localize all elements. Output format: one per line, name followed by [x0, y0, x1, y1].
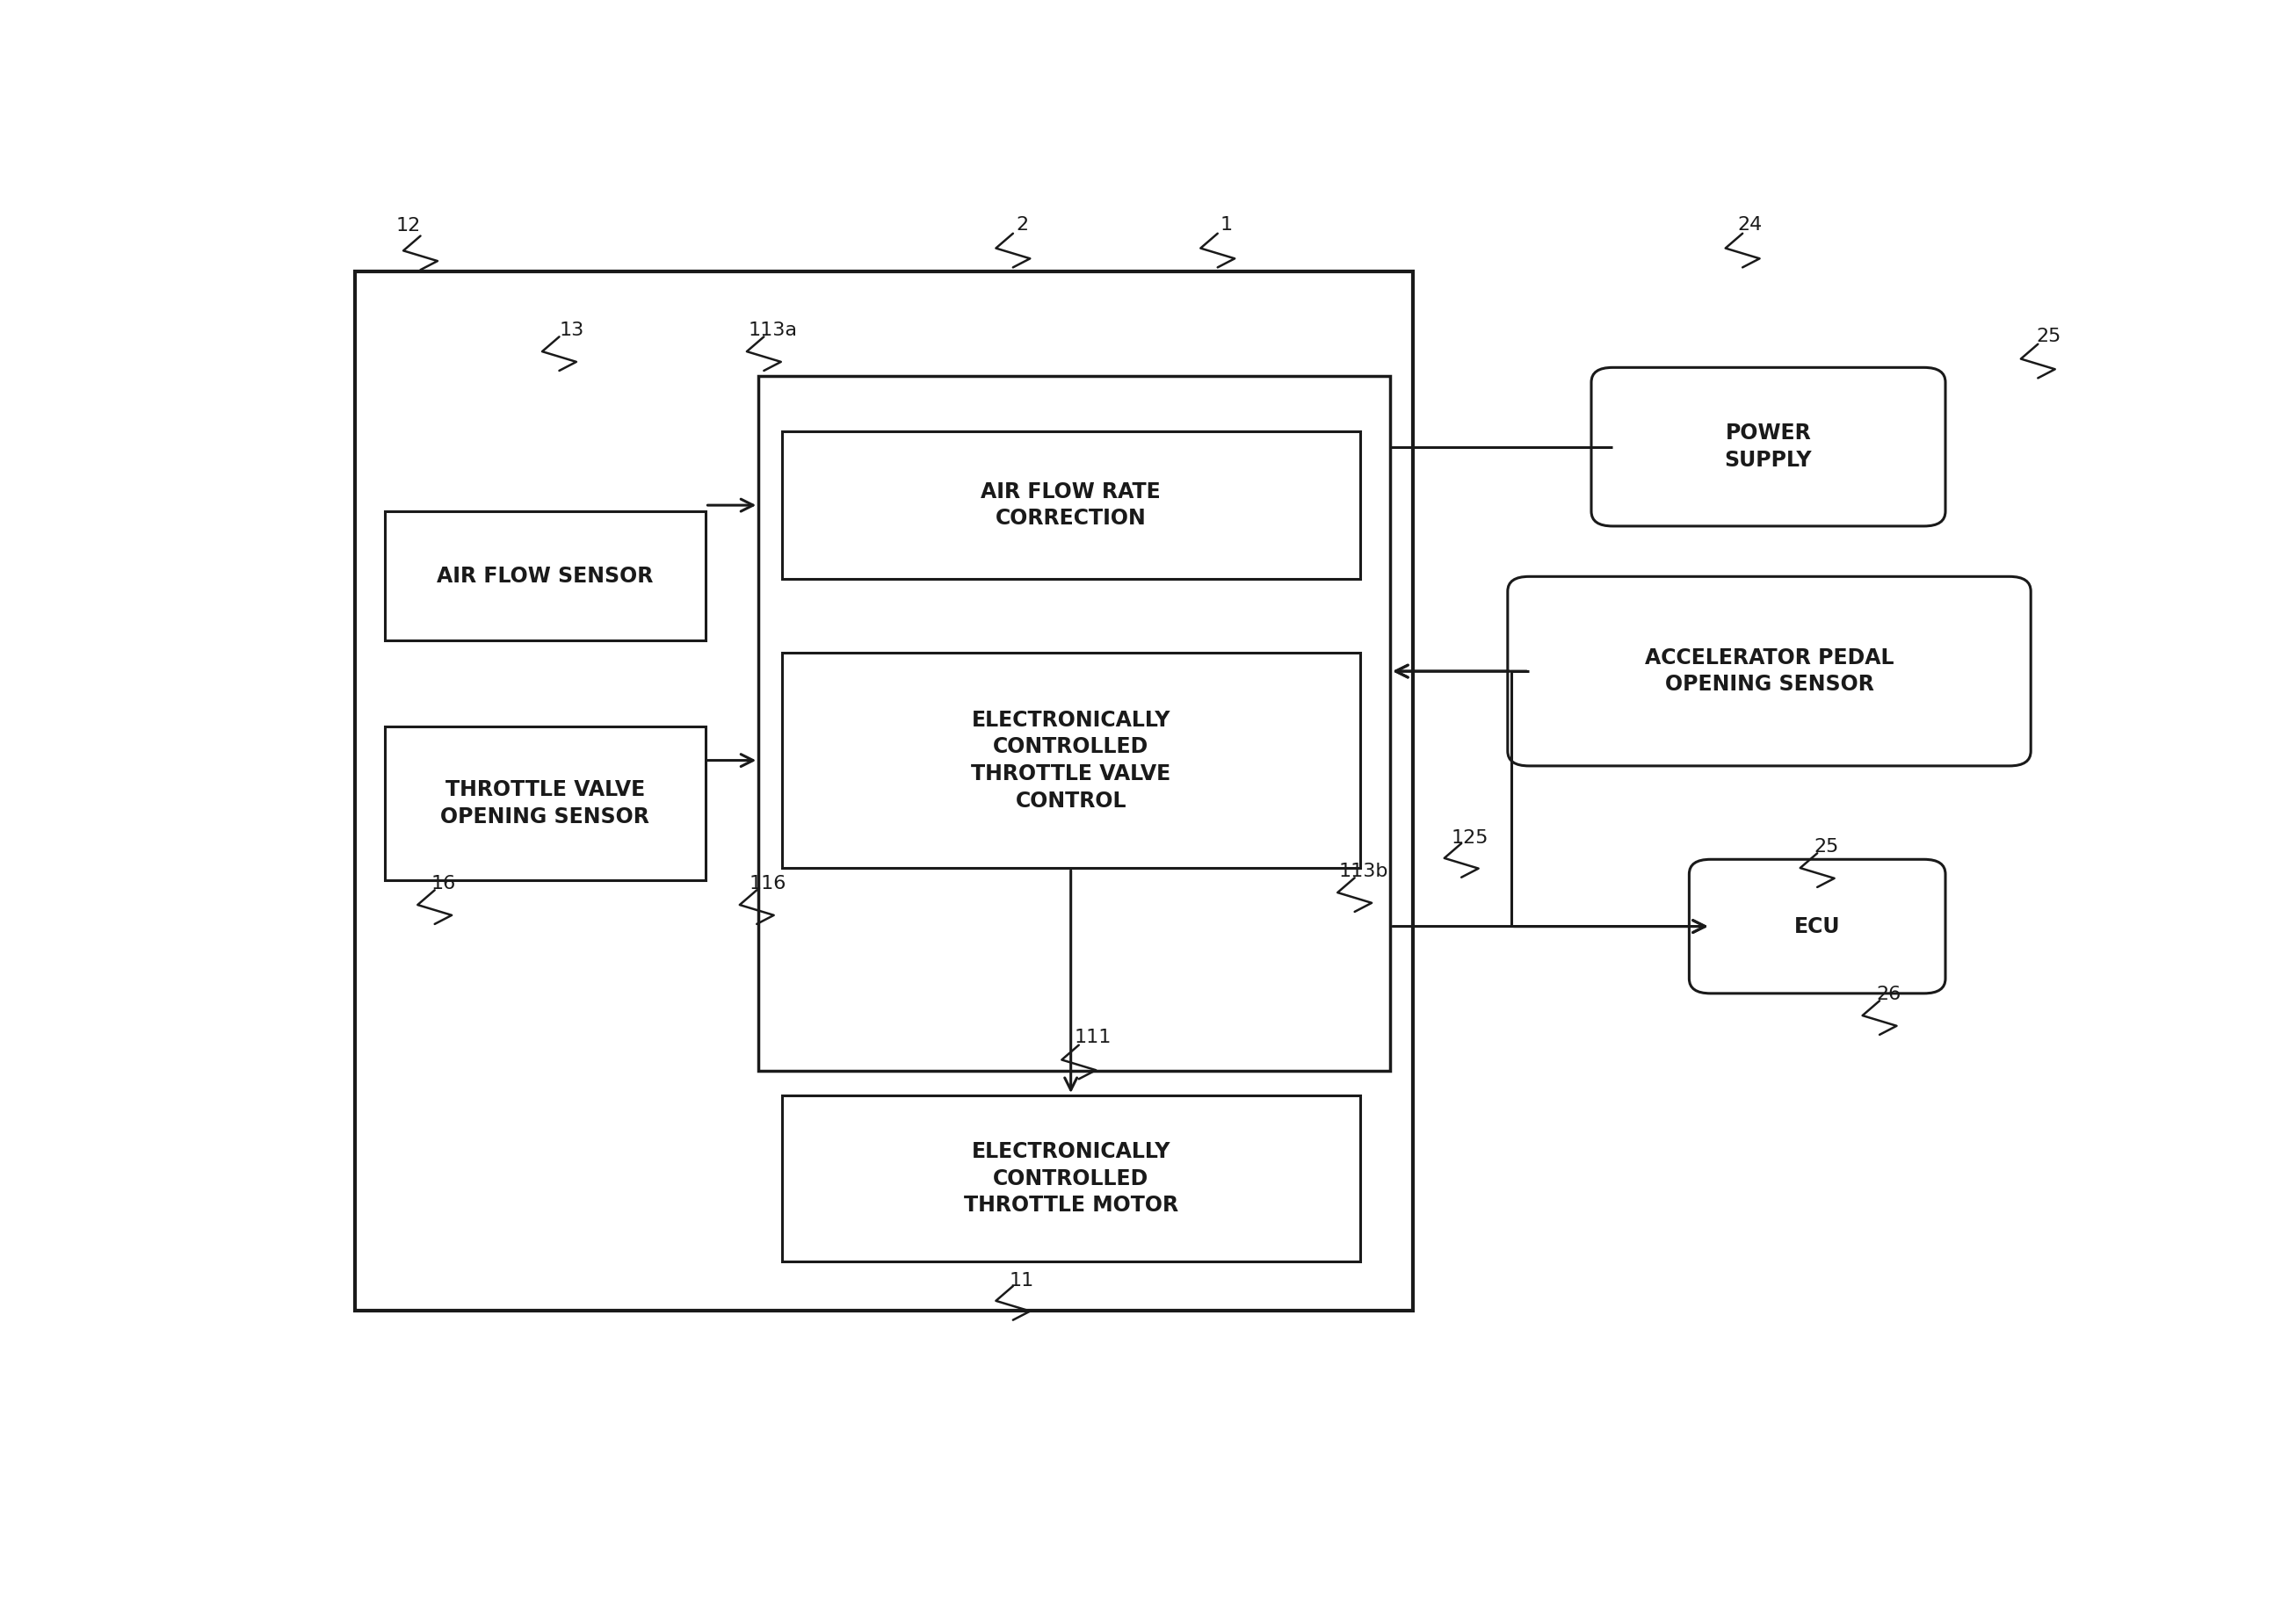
Text: 24: 24	[1738, 216, 1761, 233]
Text: 11: 11	[1010, 1273, 1033, 1290]
FancyBboxPatch shape	[781, 653, 1359, 869]
Text: ECU: ECU	[1793, 915, 1841, 937]
Text: AIR FLOW RATE
CORRECTION: AIR FLOW RATE CORRECTION	[980, 481, 1162, 529]
FancyBboxPatch shape	[1690, 859, 1945, 993]
Text: ACCELERATOR PEDAL
OPENING SENSOR: ACCELERATOR PEDAL OPENING SENSOR	[1644, 647, 1894, 695]
Text: 116: 116	[748, 875, 785, 893]
FancyBboxPatch shape	[781, 1096, 1359, 1262]
FancyBboxPatch shape	[386, 727, 705, 880]
FancyBboxPatch shape	[781, 431, 1359, 580]
Text: 113a: 113a	[748, 321, 797, 339]
FancyBboxPatch shape	[354, 271, 1414, 1311]
Text: THROTTLE VALVE
OPENING SENSOR: THROTTLE VALVE OPENING SENSOR	[441, 779, 650, 827]
FancyBboxPatch shape	[386, 511, 705, 640]
Text: 25: 25	[1814, 838, 1839, 856]
Text: 13: 13	[560, 321, 583, 339]
FancyBboxPatch shape	[758, 377, 1391, 1072]
FancyBboxPatch shape	[1508, 577, 2032, 767]
Text: 26: 26	[1876, 985, 1901, 1003]
Text: 25: 25	[2037, 327, 2062, 345]
Text: POWER
SUPPLY: POWER SUPPLY	[1724, 423, 1812, 471]
Text: 16: 16	[432, 875, 457, 893]
Text: 2: 2	[1015, 216, 1029, 233]
Text: ELECTRONICALLY
CONTROLLED
THROTTLE MOTOR: ELECTRONICALLY CONTROLLED THROTTLE MOTOR	[964, 1140, 1178, 1215]
FancyBboxPatch shape	[1591, 367, 1945, 525]
Text: 1: 1	[1219, 216, 1233, 233]
Text: ELECTRONICALLY
CONTROLLED
THROTTLE VALVE
CONTROL: ELECTRONICALLY CONTROLLED THROTTLE VALVE…	[971, 709, 1171, 811]
Text: 113b: 113b	[1339, 862, 1389, 880]
Text: 111: 111	[1075, 1028, 1111, 1046]
Text: AIR FLOW SENSOR: AIR FLOW SENSOR	[436, 565, 654, 586]
Text: 125: 125	[1451, 829, 1490, 846]
Text: 12: 12	[395, 217, 420, 235]
